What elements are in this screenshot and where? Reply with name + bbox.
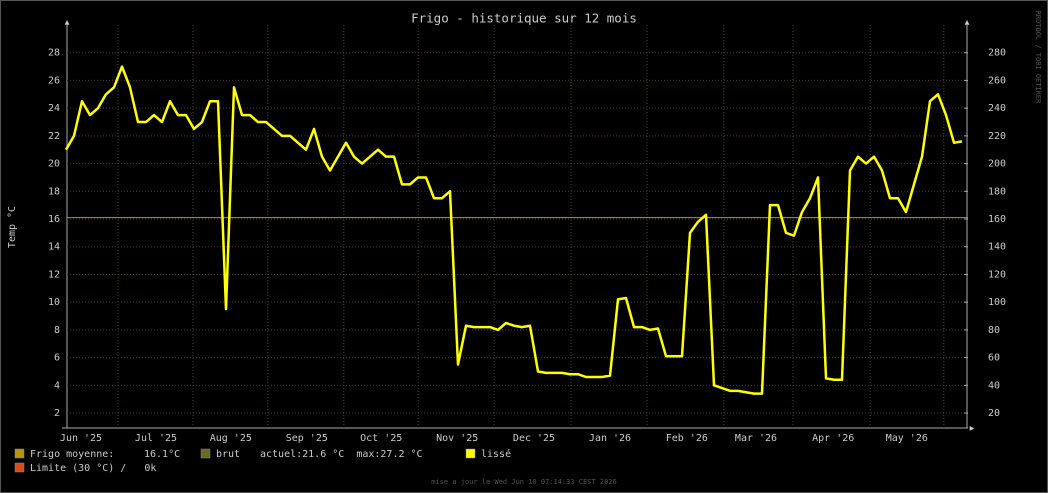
- axis-arrow: ▲: [65, 18, 70, 27]
- y-tick-label: 28: [48, 48, 60, 59]
- y2-tick-label: 100: [988, 297, 1006, 308]
- axis-arrow: ▲: [965, 18, 970, 27]
- legend-label: Limite (30 °C) / 0k: [30, 463, 156, 474]
- y-tick-label: 12: [48, 269, 60, 280]
- x-tick-label: Apr '26: [812, 433, 854, 444]
- y-tick-label: 16: [48, 214, 60, 225]
- y-tick-label: 8: [54, 325, 60, 336]
- x-tick-label: Aug '25: [210, 433, 252, 444]
- legend-label: lissé: [481, 448, 511, 460]
- y-tick-label: 26: [48, 75, 60, 86]
- y-tick-label: 10: [48, 297, 60, 308]
- footer: mise a jour le Wed Jun 10 07:14:33 CEST …: [431, 478, 616, 486]
- y-tick-label: 2: [54, 408, 60, 419]
- y2-tick-label: 140: [988, 242, 1006, 253]
- legend-label: Frigo moyenne:: [30, 449, 114, 460]
- y2-tick-label: 40: [988, 380, 1000, 391]
- x-tick-label: Jun '25: [60, 433, 102, 444]
- x-tick-label: Nov '25: [436, 433, 478, 444]
- x-tick-label: May '26: [886, 433, 928, 444]
- y2-tick-label: 220: [988, 131, 1006, 142]
- y2-tick-label: 60: [988, 353, 1000, 364]
- y-axis-label: Temp °C: [7, 206, 18, 248]
- x-tick-label: Oct '25: [360, 433, 402, 444]
- y-tick-label: 22: [48, 131, 60, 142]
- x-tick-label: Dec '25: [513, 433, 555, 444]
- y2-tick-label: 260: [988, 75, 1006, 86]
- axis-arrow: ▶: [970, 424, 975, 433]
- x-tick-label: Mar '26: [735, 433, 777, 444]
- chart-title: Frigo - historique sur 12 mois: [411, 11, 637, 26]
- x-tick-label: Feb '26: [666, 433, 708, 444]
- watermark: RRDTOOL / TOBI OETIKER: [1034, 11, 1042, 105]
- legend-value: 16.1°C: [144, 449, 180, 460]
- y2-tick-label: 240: [988, 103, 1006, 114]
- y-tick-label: 20: [48, 159, 60, 170]
- y2-tick-label: 80: [988, 325, 1000, 336]
- y-tick-label: 4: [54, 380, 60, 391]
- legend-stats: actuel:21.6 °C max:27.2 °C: [260, 449, 423, 460]
- x-tick-label: Sep '25: [286, 433, 328, 444]
- x-tick-label: Jul '25: [135, 433, 177, 444]
- legend-swatch: [14, 448, 25, 459]
- y-tick-label: 18: [48, 186, 60, 197]
- series-line: [64, 65, 963, 395]
- legend-swatch: [14, 462, 25, 473]
- y2-tick-label: 120: [988, 269, 1006, 280]
- y2-tick-label: 160: [988, 214, 1006, 225]
- y2-tick-label: 280: [988, 48, 1006, 59]
- y2-tick-label: 200: [988, 159, 1006, 170]
- y2-tick-label: 180: [988, 186, 1006, 197]
- y2-tick-label: 20: [988, 408, 1000, 419]
- legend-swatch: [465, 448, 476, 459]
- legend-swatch: [200, 448, 211, 459]
- y-tick-label: 14: [48, 242, 60, 253]
- y-tick-label: 6: [54, 353, 60, 364]
- x-tick-label: Jan '26: [589, 433, 631, 444]
- legend-label: brut: [216, 449, 240, 460]
- y-tick-label: 24: [48, 103, 60, 114]
